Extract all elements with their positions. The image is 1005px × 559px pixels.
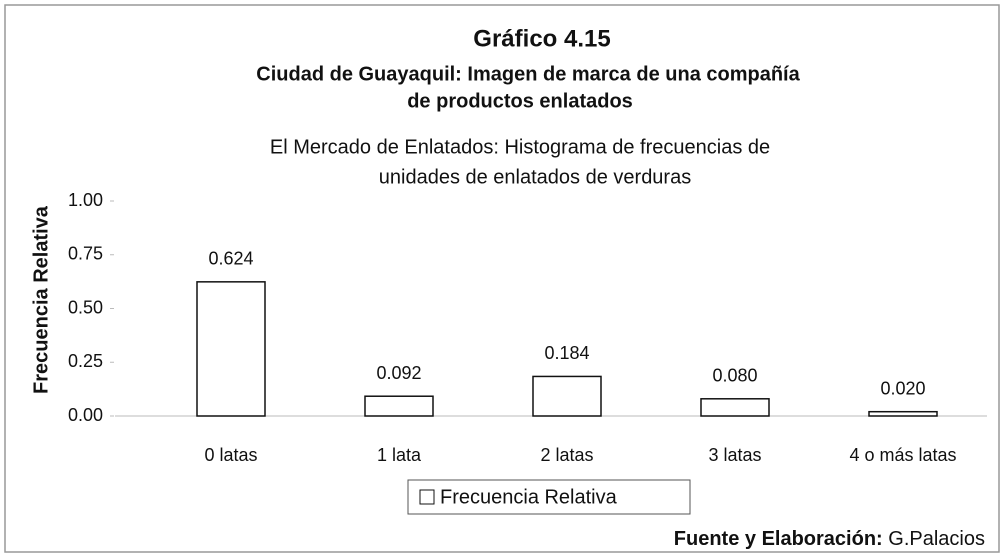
x-tick-label: 1 lata [377, 445, 422, 465]
y-axis-label: Frecuencia Relativa [30, 205, 52, 394]
plot-title: El Mercado de Enlatados: Histograma de f… [270, 136, 770, 158]
legend-box [407, 479, 691, 515]
y-tick-label: 0.25 [68, 351, 103, 371]
bar [868, 410, 938, 417]
y-tick-label: 0.75 [68, 244, 103, 264]
y-tick-label: 1.00 [68, 190, 103, 210]
y-tick-label: 0.00 [68, 405, 103, 425]
bar [364, 395, 434, 417]
bar [196, 281, 266, 417]
x-tick-label: 3 latas [708, 445, 761, 465]
legend-swatch [419, 489, 435, 505]
legend-label: Frecuencia Relativa [440, 486, 618, 508]
x-tick-label: 4 o más latas [849, 445, 956, 465]
chart-subtitle: Ciudad de Guayaquil: Imagen de marca de … [256, 63, 800, 85]
x-tick-label: 0 latas [204, 445, 257, 465]
chart-title: Gráfico 4.15 [473, 25, 610, 52]
x-tick-label: 2 latas [540, 445, 593, 465]
source-note: Fuente y Elaboración: G.Palacios [674, 528, 985, 550]
value-label: 0.092 [376, 363, 421, 383]
bar [532, 375, 602, 417]
legend: Frecuencia Relativa [407, 479, 691, 515]
value-label: 0.080 [712, 366, 757, 386]
value-label: 0.020 [880, 378, 925, 398]
value-label: 0.624 [208, 249, 253, 269]
plot-title: unidades de enlatados de verduras [379, 166, 691, 188]
y-tick-label: 0.50 [68, 297, 103, 317]
source-text: G.Palacios [888, 528, 985, 550]
value-label: 0.184 [544, 343, 589, 363]
source-label: Fuente y Elaboración: [674, 528, 883, 550]
bar [700, 398, 770, 417]
chart-subtitle: de productos enlatados [407, 90, 633, 112]
chart-frame [4, 4, 1000, 553]
